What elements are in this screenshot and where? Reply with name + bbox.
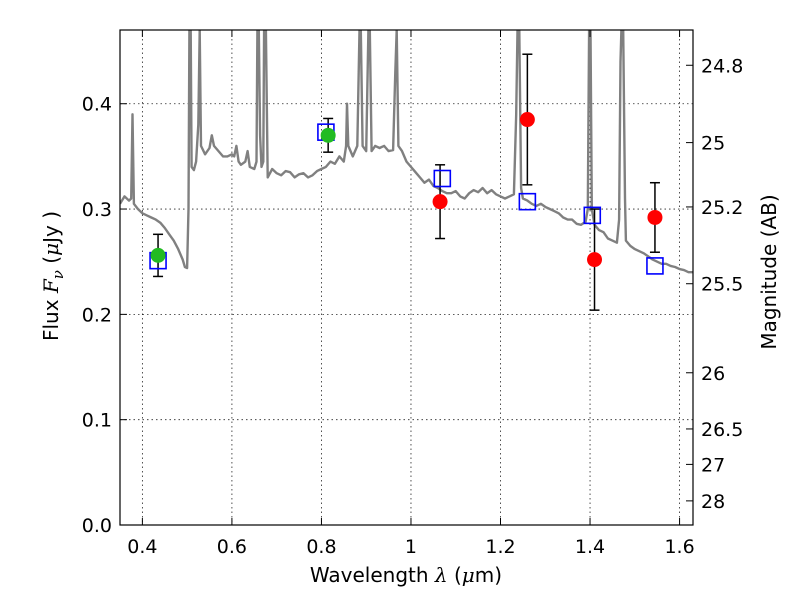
magnitude-axis: 24.8 25 25.2 25.5 26 26.5 27 28 bbox=[686, 55, 743, 513]
red-data-point bbox=[587, 252, 603, 268]
x-label-unit-mu: μ bbox=[462, 563, 475, 587]
x-tick-label: 1.4 bbox=[575, 536, 605, 558]
green-data-point bbox=[320, 127, 336, 143]
magnitude-tick-label: 26.5 bbox=[701, 419, 743, 441]
model-photometry-square bbox=[518, 192, 537, 211]
y-label-subscript: ν bbox=[49, 270, 67, 279]
x-label-prefix: Wavelength bbox=[310, 563, 429, 587]
red-data-point bbox=[432, 194, 448, 210]
magnitude-tick-label: 26 bbox=[701, 363, 725, 385]
y-label-prefix: Flux bbox=[39, 299, 63, 341]
magnitude-tick-label: 25.5 bbox=[701, 274, 743, 296]
red-data-point bbox=[647, 209, 663, 225]
red-data-point bbox=[519, 112, 535, 128]
x-tick-label: 1 bbox=[405, 536, 417, 558]
magnitude-tick-label: 24.8 bbox=[701, 55, 743, 77]
magnitude-tick-label: 28 bbox=[701, 491, 725, 513]
x-axis-label: Wavelength λ (μm) bbox=[310, 563, 502, 587]
x-tick-label: 1.2 bbox=[485, 536, 515, 558]
spectrum-line bbox=[120, 30, 693, 274]
x-tick-label: 1.6 bbox=[664, 536, 694, 558]
model-photometry-square bbox=[433, 169, 452, 188]
magnitude-tick-label: 27 bbox=[701, 454, 725, 476]
plot-area bbox=[120, 30, 693, 526]
x-tick-label: 0.4 bbox=[127, 536, 157, 558]
x-label-unit-open: ( bbox=[448, 563, 462, 587]
y-tick-label: 0.3 bbox=[82, 199, 112, 221]
y-label-unit-open: ( bbox=[39, 256, 63, 270]
green-data-point bbox=[150, 247, 166, 263]
magnitude-tick-label: 25.2 bbox=[701, 197, 743, 219]
x-axis: 0.4 0.6 0.8 1 1.2 1.4 1.6 bbox=[127, 30, 695, 558]
axes-frame bbox=[119, 29, 694, 526]
x-tick-label: 0.6 bbox=[217, 536, 247, 558]
y-label-unit-rest: Jy ) bbox=[39, 211, 63, 245]
x-tick-label: 0.8 bbox=[306, 536, 336, 558]
y-tick-label: 0.1 bbox=[82, 410, 112, 432]
x-label-symbol: λ bbox=[434, 563, 448, 587]
y-label-unit-mu: μ bbox=[39, 243, 63, 256]
model-photometry-square bbox=[583, 206, 602, 225]
model-photometry-square bbox=[646, 257, 664, 275]
y-axis-label: Flux Fν (μJy ) bbox=[39, 211, 67, 341]
magnitude-tick-label: 25 bbox=[701, 133, 725, 155]
y-tick-label: 0.4 bbox=[82, 94, 112, 116]
magnitude-axis-label: Magnitude (AB) bbox=[757, 194, 781, 349]
x-label-unit-rest: m) bbox=[475, 563, 502, 587]
y-label-symbol: F bbox=[39, 278, 63, 294]
y-tick-label: 0.2 bbox=[82, 304, 112, 326]
y-axis: 0.0 0.1 0.2 0.3 0.4 bbox=[82, 94, 127, 537]
y-tick-label: 0.0 bbox=[82, 515, 112, 537]
data-layer bbox=[120, 30, 693, 311]
